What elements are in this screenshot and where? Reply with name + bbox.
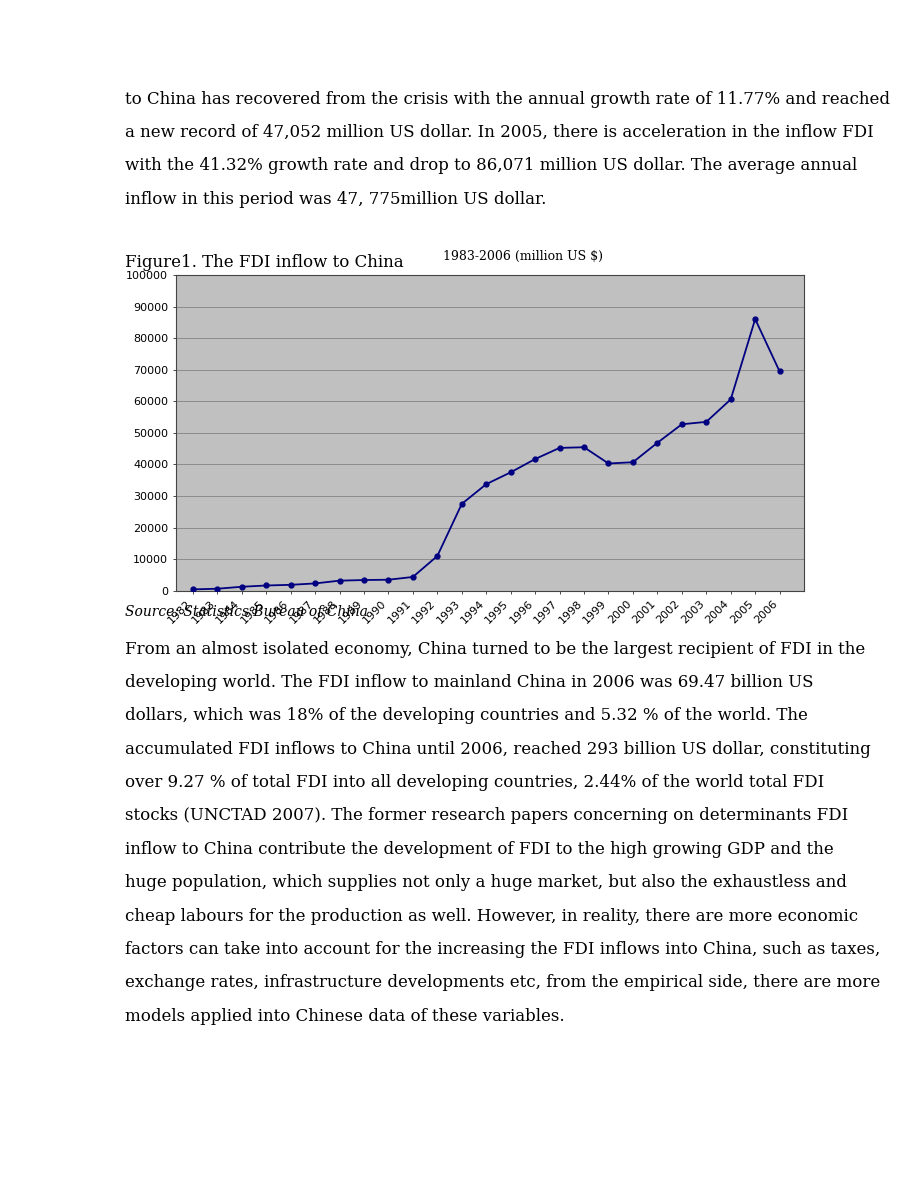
Text: over 9.27 % of total FDI into all developing countries, 2.44% of the world total: over 9.27 % of total FDI into all develo…	[125, 774, 823, 791]
Text: Figure1. The FDI inflow to China: Figure1. The FDI inflow to China	[125, 254, 409, 270]
Text: cheap labours for the production as well. However, in reality, there are more ec: cheap labours for the production as well…	[125, 908, 857, 924]
Text: factors can take into account for the increasing the FDI inflows into China, suc: factors can take into account for the in…	[125, 941, 879, 958]
Text: stocks (UNCTAD 2007). The former research papers concerning on determinants FDI: stocks (UNCTAD 2007). The former researc…	[125, 807, 847, 824]
Text: inflow in this period was 47, 775million US dollar.: inflow in this period was 47, 775million…	[125, 191, 546, 207]
Text: a new record of 47,052 million US dollar. In 2005, there is acceleration in the : a new record of 47,052 million US dollar…	[125, 124, 873, 141]
Text: to China has recovered from the crisis with the annual growth rate of 11.77% and: to China has recovered from the crisis w…	[125, 91, 890, 107]
Text: with the 41.32% growth rate and drop to 86,071 million US dollar. The average an: with the 41.32% growth rate and drop to …	[125, 157, 857, 174]
Text: models applied into Chinese data of these variables.: models applied into Chinese data of thes…	[125, 1008, 564, 1024]
Text: inflow to China contribute the development of FDI to the high growing GDP and th: inflow to China contribute the developme…	[125, 841, 833, 858]
Text: dollars, which was 18% of the developing countries and 5.32 % of the world. The: dollars, which was 18% of the developing…	[125, 707, 807, 724]
Text: From an almost isolated economy, China turned to be the largest recipient of FDI: From an almost isolated economy, China t…	[125, 641, 865, 657]
Text: developing world. The FDI inflow to mainland China in 2006 was 69.47 billion US: developing world. The FDI inflow to main…	[125, 674, 812, 691]
Text: 1983-2006 (million US $): 1983-2006 (million US $)	[442, 250, 602, 263]
Text: huge population, which supplies not only a huge market, but also the exhaustless: huge population, which supplies not only…	[125, 874, 846, 891]
Text: accumulated FDI inflows to China until 2006, reached 293 billion US dollar, cons: accumulated FDI inflows to China until 2…	[125, 741, 870, 757]
Text: exchange rates, infrastructure developments etc, from the empirical side, there : exchange rates, infrastructure developme…	[125, 974, 879, 991]
Text: Source: Statistics Bureau of China: Source: Statistics Bureau of China	[125, 605, 368, 619]
